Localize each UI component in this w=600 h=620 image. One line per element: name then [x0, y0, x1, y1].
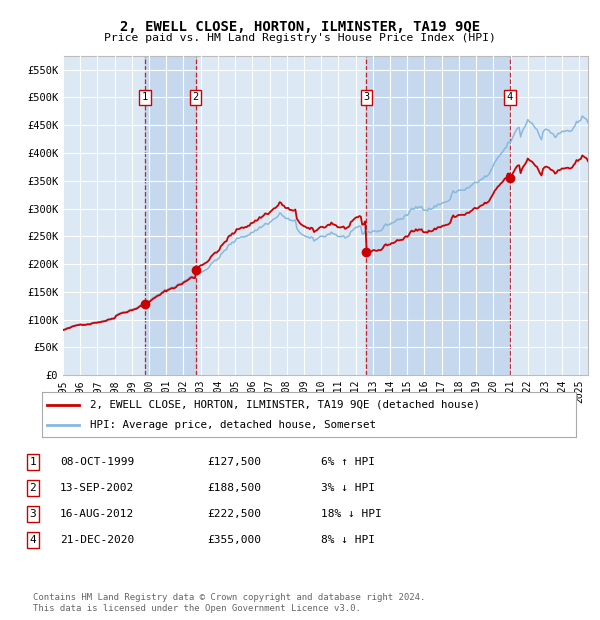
Text: 16-AUG-2012: 16-AUG-2012 [60, 509, 134, 519]
Text: 2: 2 [29, 483, 37, 493]
Text: 1: 1 [29, 457, 37, 467]
Text: £188,500: £188,500 [207, 483, 261, 493]
Text: 2, EWELL CLOSE, HORTON, ILMINSTER, TA19 9QE: 2, EWELL CLOSE, HORTON, ILMINSTER, TA19 … [120, 20, 480, 34]
Text: 8% ↓ HPI: 8% ↓ HPI [321, 535, 375, 545]
Text: 3: 3 [363, 92, 370, 102]
Text: 18% ↓ HPI: 18% ↓ HPI [321, 509, 382, 519]
Text: Contains HM Land Registry data © Crown copyright and database right 2024.
This d: Contains HM Land Registry data © Crown c… [33, 593, 425, 613]
Text: Price paid vs. HM Land Registry's House Price Index (HPI): Price paid vs. HM Land Registry's House … [104, 33, 496, 43]
Text: 2: 2 [193, 92, 199, 102]
Text: 2, EWELL CLOSE, HORTON, ILMINSTER, TA19 9QE (detached house): 2, EWELL CLOSE, HORTON, ILMINSTER, TA19 … [90, 399, 480, 410]
Text: 3: 3 [29, 509, 37, 519]
Text: 21-DEC-2020: 21-DEC-2020 [60, 535, 134, 545]
Text: £127,500: £127,500 [207, 457, 261, 467]
Text: £222,500: £222,500 [207, 509, 261, 519]
Bar [366, 56, 510, 375]
Text: 08-OCT-1999: 08-OCT-1999 [60, 457, 134, 467]
Text: 3% ↓ HPI: 3% ↓ HPI [321, 483, 375, 493]
Bar [145, 56, 196, 375]
Text: 6% ↑ HPI: 6% ↑ HPI [321, 457, 375, 467]
Text: 4: 4 [507, 92, 513, 102]
Text: HPI: Average price, detached house, Somerset: HPI: Average price, detached house, Some… [90, 420, 376, 430]
Text: 13-SEP-2002: 13-SEP-2002 [60, 483, 134, 493]
Text: £355,000: £355,000 [207, 535, 261, 545]
Text: 1: 1 [142, 92, 148, 102]
Text: 4: 4 [29, 535, 37, 545]
